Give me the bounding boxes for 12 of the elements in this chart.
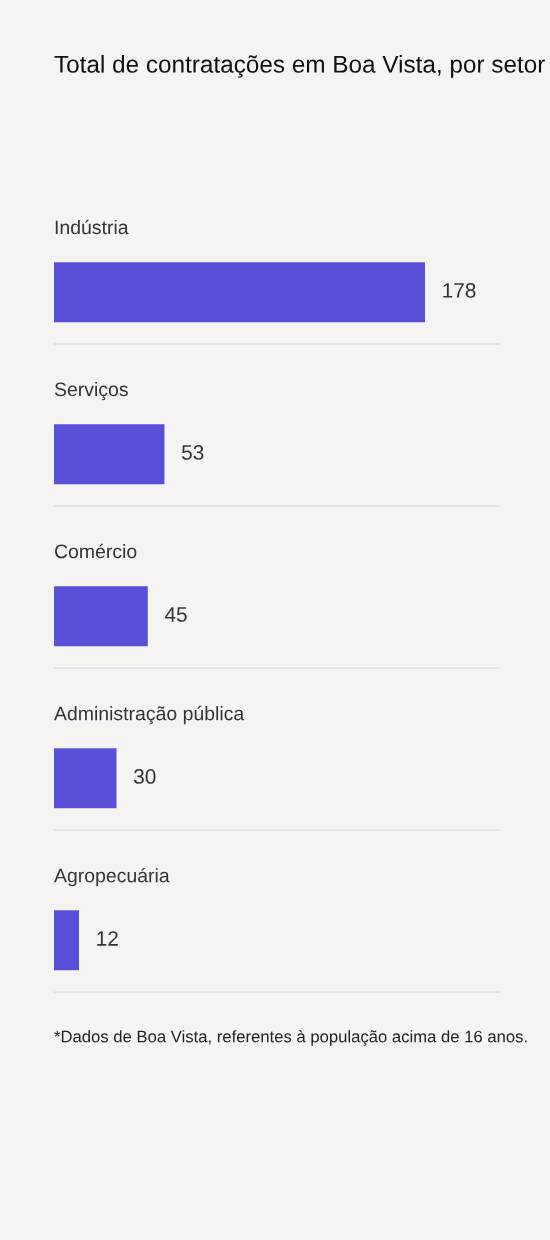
data-label: 12 (97, 931, 118, 946)
data-label: 53 (181, 445, 204, 460)
y-tick-label: Serviços (54, 381, 128, 401)
data-label: 178 (443, 283, 476, 298)
y-tick-label: Agropecuária (54, 867, 170, 887)
y-tick-label: Comércio (54, 543, 137, 559)
text: *Dados de Boa Vista, referentes à população acima de 16 anos. (54, 1030, 527, 1046)
data-label: 30 (133, 769, 156, 784)
y-tick-label: Indústria (55, 219, 129, 235)
data-label: 45 (164, 607, 187, 622)
y-tick-label: Administração pública (54, 705, 245, 725)
chart-title: Total de contratações em Boa Vista, por setor (54, 55, 545, 78)
